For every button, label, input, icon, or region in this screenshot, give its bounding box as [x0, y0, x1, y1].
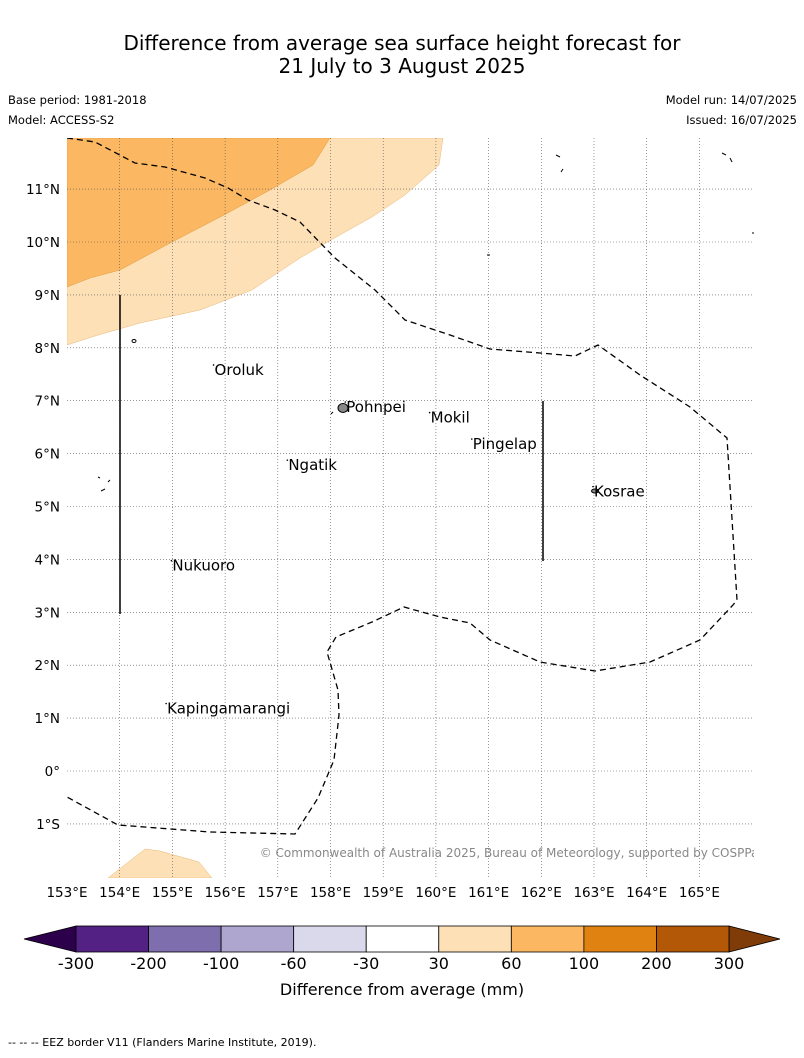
colorbar-tick-label: -30: [353, 954, 379, 973]
place-label-kapingamarangi: Kapingamarangi: [167, 700, 290, 718]
base-period: Base period: 1981-2018: [8, 93, 147, 107]
latitude-tick-label: 8°N: [35, 341, 60, 357]
latitude-tick-label: 1°S: [36, 817, 60, 833]
longitude-tick-label: 154°E: [99, 885, 140, 901]
longitude-tick-label: 159°E: [363, 885, 404, 901]
longitude-tick-labels: 153°E 154°E 155°E 156°E 157°E 158°E 159°E 160°E…: [46, 885, 719, 901]
title-line-2: 21 July to 3 August 2025: [278, 54, 526, 78]
title-line-1: Difference from average sea surface heig…: [123, 31, 681, 55]
islet-marks: [107, 479, 111, 483]
latitude-tick-label: 2°N: [35, 658, 60, 674]
place-marker: [165, 702, 167, 705]
colorbar-tick-label: 300: [714, 954, 745, 973]
place-label-ngatik: Ngatik: [288, 456, 337, 474]
colorbar-segment: [438, 925, 512, 953]
place-marker: [286, 459, 289, 461]
colorbar-segment: [583, 925, 657, 953]
longitude-tick-label: 156°E: [205, 885, 246, 901]
latitude-tick-label: 11°N: [26, 182, 60, 198]
longitude-tick-label: 160°E: [415, 885, 456, 901]
colorbar-tick-label: 30: [429, 954, 449, 973]
colorbar-tick-label: -200: [130, 954, 166, 973]
islet-marks: [729, 157, 733, 163]
longitude-tick-label: 155°E: [152, 885, 193, 901]
latitude-tick-label: 10°N: [26, 235, 60, 251]
longitude-tick-label: 163°E: [573, 885, 614, 901]
islands: [97, 152, 754, 494]
longitude-tick-label: 158°E: [310, 885, 351, 901]
longitude-tick-label: 157°E: [257, 885, 298, 901]
pohnpei-island: [337, 403, 349, 413]
model-run: Model run: 14/07/2025: [665, 93, 797, 107]
latitude-tick-label: 1°N: [35, 711, 60, 727]
latitude-tick-label: 6°N: [35, 447, 60, 463]
colorbar-segment: [656, 925, 730, 953]
colorbar-tick-label: 100: [569, 954, 600, 973]
place-label-pingelap: Pingelap: [473, 435, 537, 453]
islet-marks: [555, 154, 561, 158]
place-label-kosrae: Kosrae: [594, 483, 645, 501]
place-marker: [170, 559, 173, 562]
longitude-tick-label: 164°E: [626, 885, 667, 901]
eez-footnote: -- -- -- EEZ border V11 (Flanders Marine…: [8, 1036, 317, 1049]
colorbar-segment: [510, 925, 585, 953]
longitude-tick-label: 162°E: [521, 885, 562, 901]
longitude-tick-label: 165°E: [679, 885, 720, 901]
place-marker: [592, 485, 594, 488]
island-west: [131, 339, 137, 343]
colorbar-extend-high: [728, 925, 781, 953]
islet-marks: [560, 168, 564, 173]
latitude-tick-label: 5°N: [35, 500, 60, 516]
place-label-nukuoro: Nukuoro: [172, 557, 235, 575]
islet-marks: [721, 152, 727, 156]
latitude-tick-label: 7°N: [35, 394, 60, 410]
colorbar-segment: [293, 925, 367, 953]
colorbar-extend-low: [23, 925, 77, 953]
place-marker: [344, 401, 347, 403]
latitude-tick-label: 9°N: [35, 288, 60, 304]
colorbar-tick-label: -100: [203, 954, 239, 973]
colorbar-segment: [220, 925, 295, 953]
eez-border-north: [67, 138, 738, 835]
colorbar-tick-label: -60: [281, 954, 307, 973]
issued-date: Issued: 16/07/2025: [686, 113, 797, 127]
latitude-tick-label: 4°N: [35, 552, 60, 568]
colorbar-label: Difference from average (mm): [280, 980, 524, 999]
place-marker: [470, 438, 473, 440]
latitude-tick-labels: 11°N 10°N 9°N 8°N 7°N 6°N 5°N 4°N 3°N 2°N 1°N 0° 1°S: [26, 182, 60, 833]
kosrae-island: [591, 488, 599, 494]
copyright-notice: © Commonwealth of Australia 2025, Bureau…: [260, 846, 765, 860]
anomaly-band-south: [107, 848, 213, 878]
longitude-tick-label: 161°E: [468, 885, 509, 901]
place-label-pohnpei: Pohnpei: [346, 398, 406, 416]
latitude-tick-label: 0°: [45, 764, 60, 780]
colorbar-tick-label: 200: [641, 954, 672, 973]
latitude-tick-label: 3°N: [35, 605, 60, 621]
anomaly-band-60-100: [67, 138, 331, 288]
colorbar-tick-label: 60: [501, 954, 521, 973]
place-marker: [212, 364, 215, 366]
eez-borders: [67, 138, 738, 835]
colorbar-segment: [148, 925, 222, 953]
place-label-oroluk: Oroluk: [215, 361, 264, 379]
colorbar-segment: [75, 925, 149, 953]
colorbar-tick-label: -300: [58, 954, 94, 973]
model-name: Model: ACCESS-S2: [8, 113, 115, 127]
chart-title: Difference from average sea surface heig…: [0, 32, 804, 78]
place-marker: [428, 411, 431, 414]
longitude-tick-label: 153°E: [46, 885, 87, 901]
islet-marks: [97, 476, 101, 479]
gridlines: [67, 138, 754, 878]
colorbar-segment: [365, 925, 440, 953]
islet-marks: [100, 488, 106, 492]
islet-marks: [330, 411, 334, 415]
colorbar: -300 -200 -100 -60 -30 30 60 100 200 300: [23, 925, 781, 973]
place-label-mokil: Mokil: [431, 409, 470, 427]
